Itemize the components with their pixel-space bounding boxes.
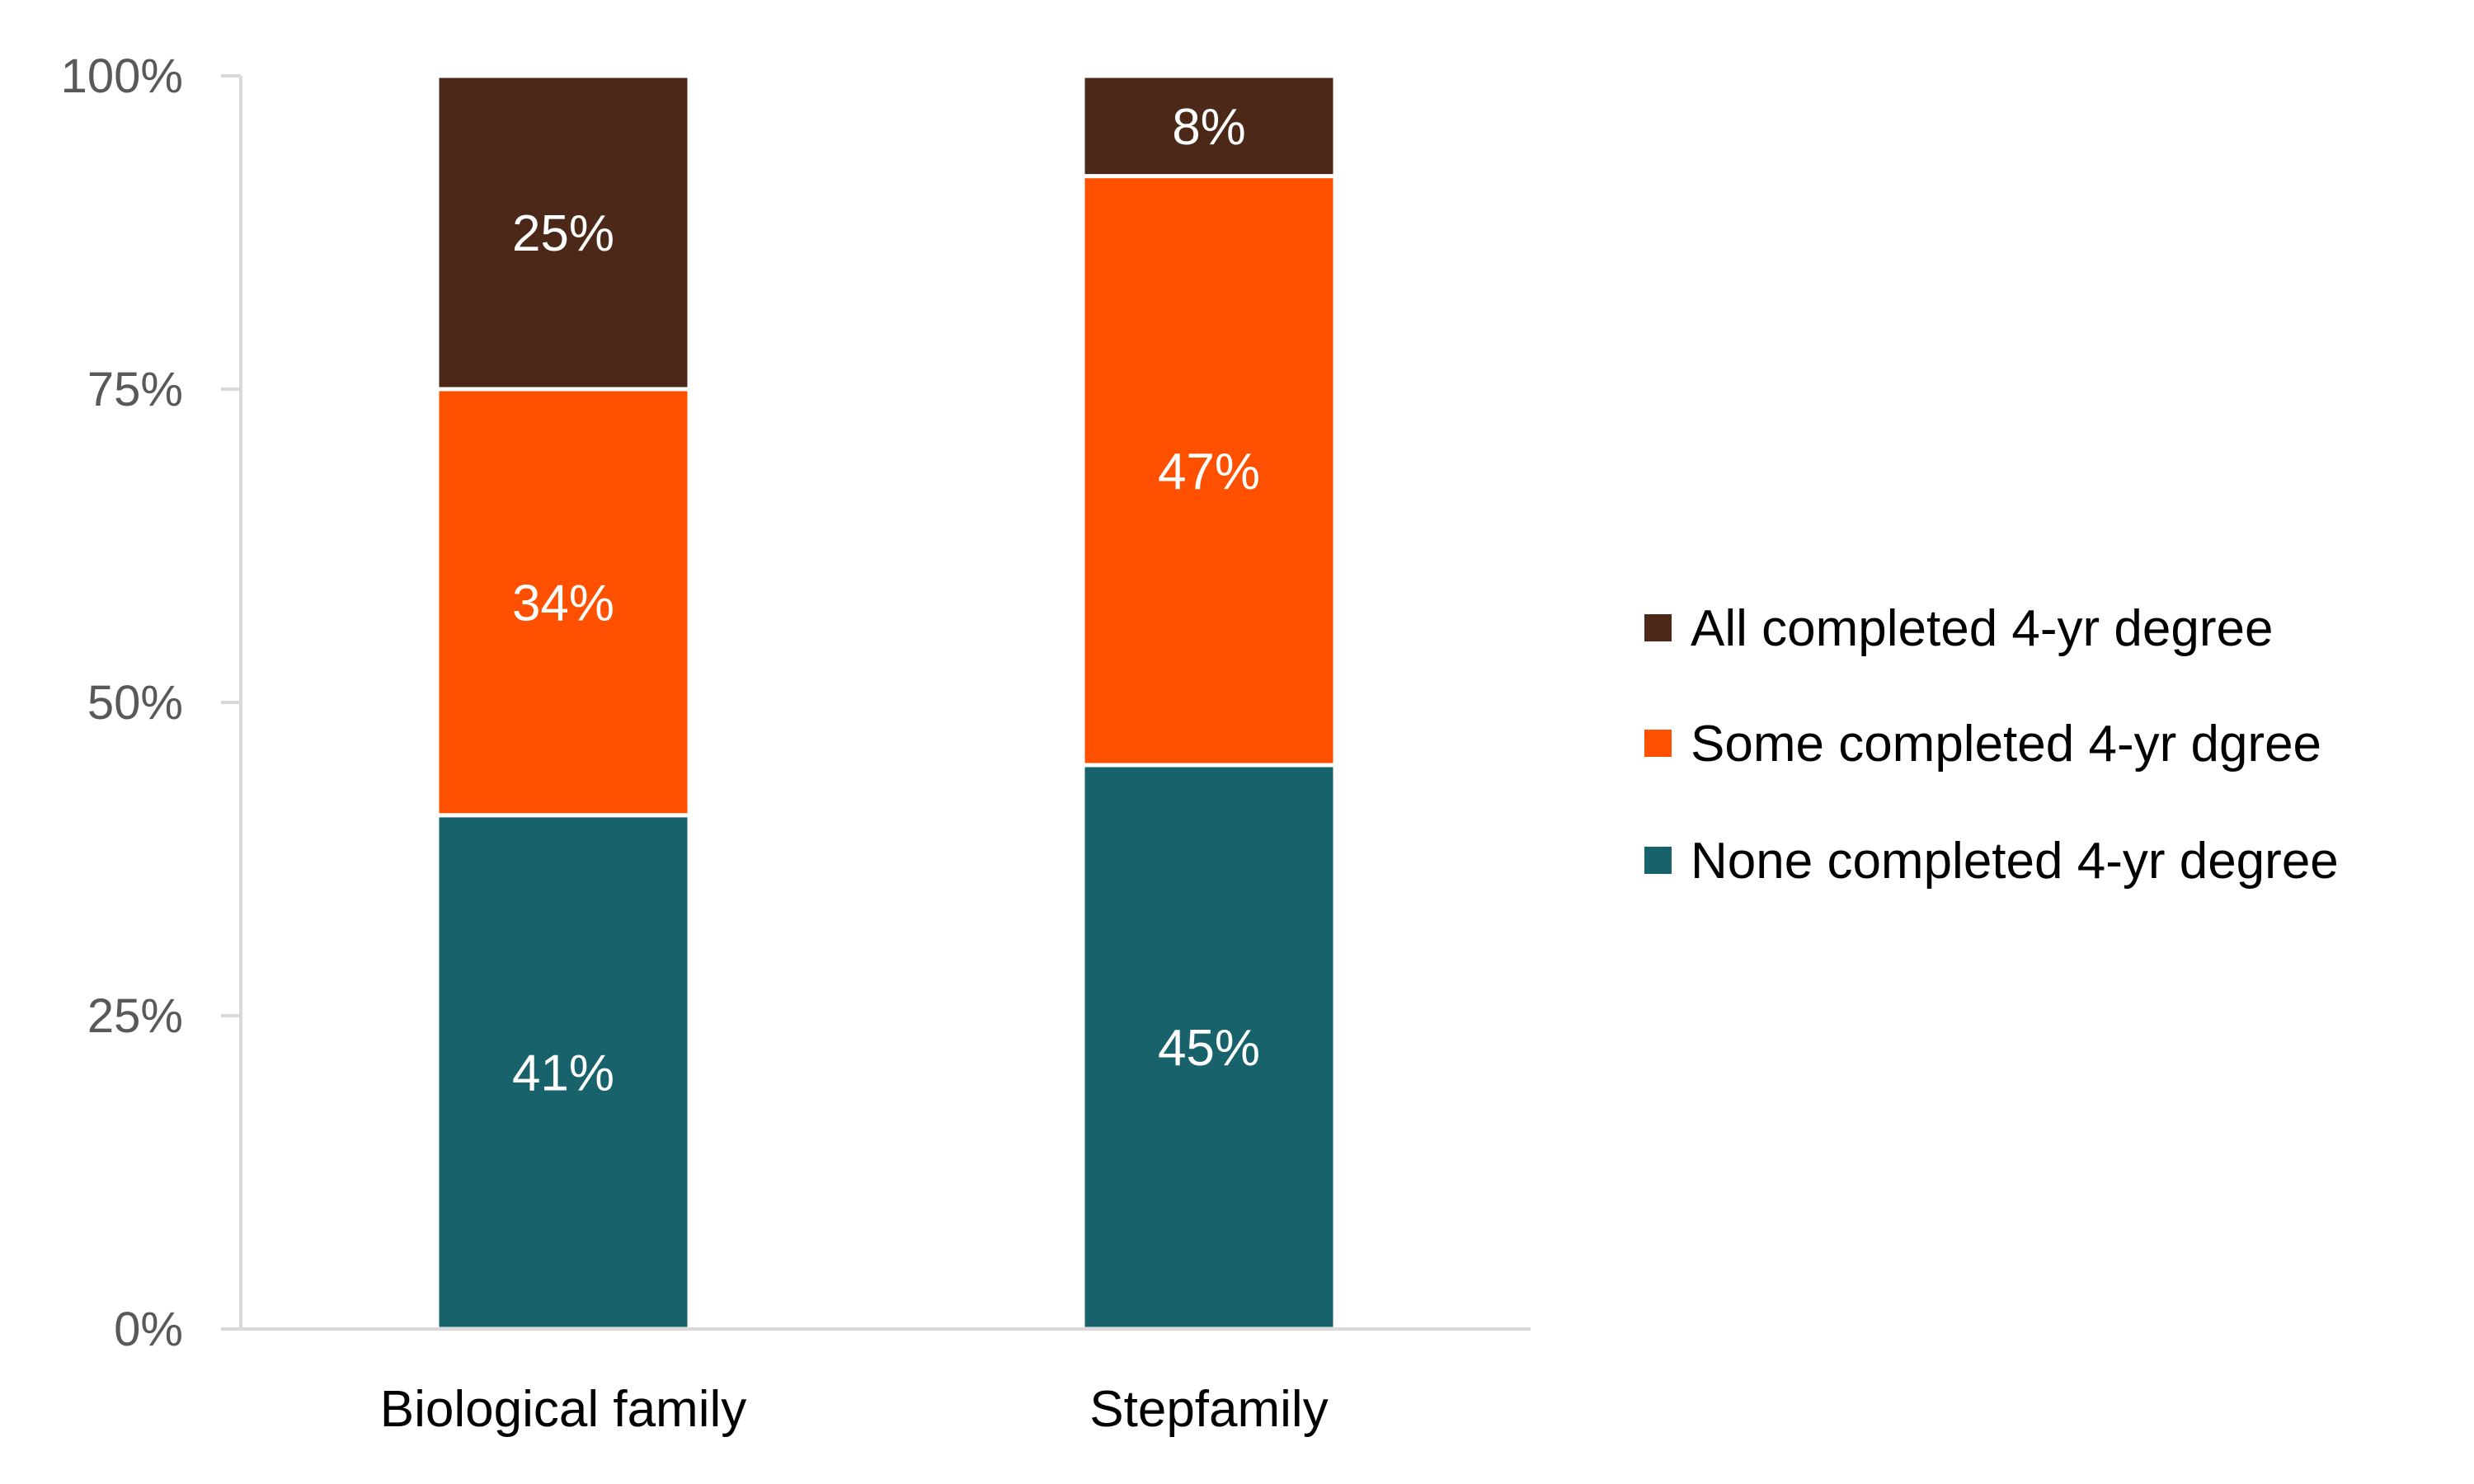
x-category-label: Biological family [380,1381,747,1438]
data-label: 8% [1172,99,1246,156]
data-label: 45% [1158,1020,1260,1077]
x-category-label: Stepfamily [1089,1381,1328,1438]
y-tick-label: 50% [87,676,183,730]
data-label: 47% [1158,444,1260,500]
bar-segment [435,73,692,392]
data-label: 34% [512,575,614,632]
y-tick-label: 100% [61,49,183,103]
bar-segment [435,387,692,818]
y-tick-label: 25% [87,989,183,1043]
legend-swatch [1644,730,1672,757]
bar-segment [1080,174,1338,768]
y-tick-label: 0% [114,1303,183,1356]
legend-label: All completed 4-yr degree [1691,600,2273,657]
legend-swatch [1644,847,1672,874]
data-label: 25% [512,205,614,262]
data-label: 41% [512,1045,614,1101]
legend-label: Some completed 4-yr dgree [1691,716,2321,773]
legend-label: None completed 4-yr degree [1691,833,2339,890]
y-tick-label: 75% [87,363,183,416]
legend-swatch [1644,614,1672,641]
bar-segment [1080,73,1338,179]
